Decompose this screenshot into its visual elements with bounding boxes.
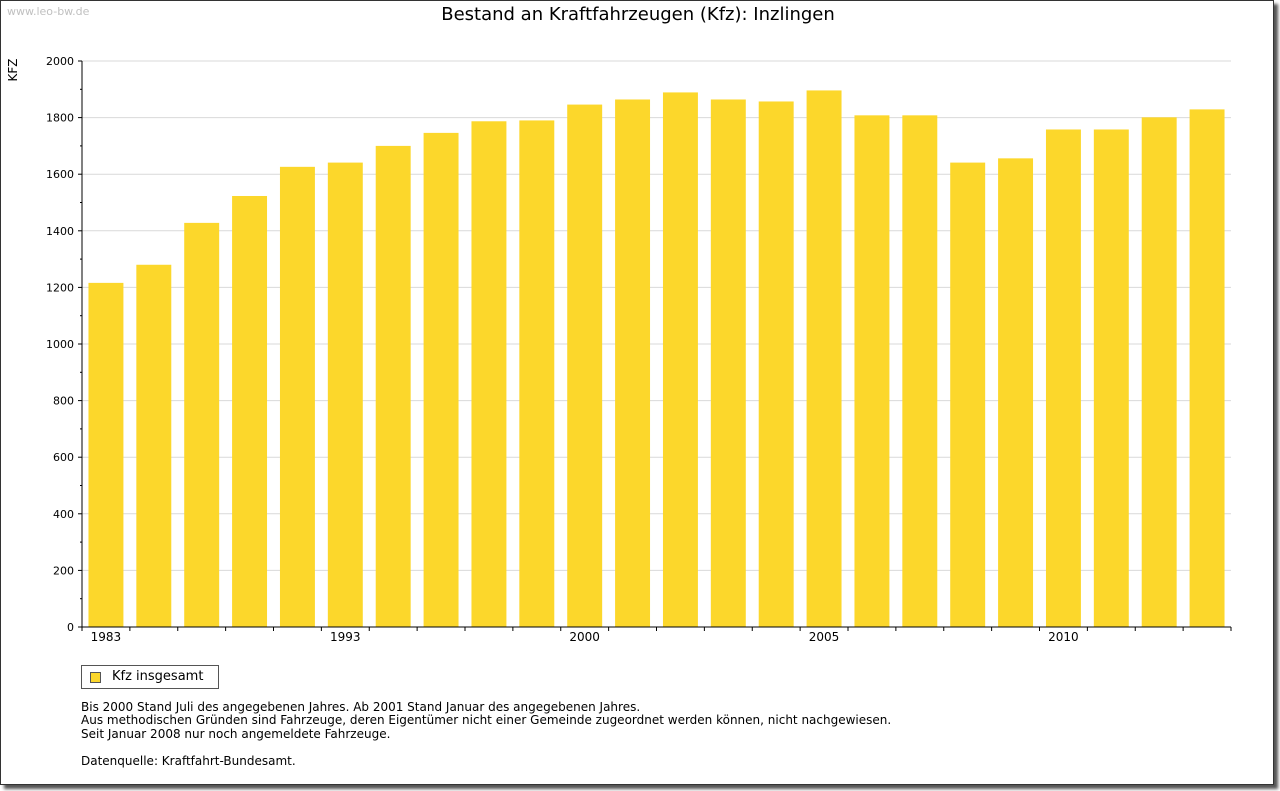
bar	[710, 99, 746, 628]
bar	[471, 121, 507, 628]
x-tick-label: 1993	[330, 630, 361, 644]
y-tick-label: 1400	[46, 225, 74, 238]
y-tick-label: 1200	[46, 281, 74, 294]
x-tick-label: 2005	[809, 630, 840, 644]
bar	[806, 90, 842, 627]
bar-chart: 0 200 400 600 800 1000 1200 1400 1600 1800 2000 198…	[46, 55, 1232, 644]
bar	[902, 115, 938, 627]
legend: Kfz insgesamt	[81, 665, 219, 689]
y-tick-label: 1000	[46, 338, 74, 351]
bar	[423, 132, 459, 627]
watermark: www.leo-bw.de	[7, 5, 90, 18]
note-line: Aus methodischen Gründen sind Fahrzeuge,…	[81, 713, 892, 728]
bar	[88, 282, 124, 627]
bar	[375, 145, 411, 627]
data-source: Datenquelle: Kraftfahrt-Bundesamt.	[81, 754, 296, 768]
bar	[327, 162, 363, 628]
note-line: Seit Januar 2008 nur noch angemeldete Fa…	[81, 726, 391, 741]
chart-title: Bestand an Kraftfahrzeugen (Kfz): Inzlin…	[441, 4, 835, 25]
y-tick-label: 1800	[46, 112, 74, 125]
bar	[998, 158, 1034, 628]
bar	[662, 92, 698, 627]
chart-notes: Bis 2000 Stand Juli des angegebenen Jahr…	[81, 700, 892, 741]
bar	[615, 99, 651, 628]
bar	[136, 264, 172, 627]
y-tick-label: 1600	[46, 168, 74, 181]
y-tick-label: 400	[53, 508, 74, 521]
bar	[184, 222, 220, 627]
bar	[1189, 109, 1225, 627]
y-tick-label: 600	[53, 451, 74, 464]
x-tick-label: 1983	[91, 630, 122, 644]
y-tick-label: 200	[53, 564, 74, 577]
bar	[519, 120, 555, 628]
bar	[1093, 129, 1129, 627]
legend-swatch	[90, 672, 101, 683]
y-tick-label: 0	[67, 621, 74, 634]
bar	[854, 115, 890, 627]
bar	[950, 162, 986, 628]
y-tick-label: 800	[53, 395, 74, 408]
bar	[232, 195, 268, 627]
legend-label: Kfz insgesamt	[112, 669, 204, 684]
bar	[1045, 129, 1081, 627]
x-tick-label: 2010	[1048, 630, 1079, 644]
bar	[1141, 117, 1177, 627]
y-tick-label: 2000	[46, 55, 74, 68]
bar	[758, 101, 794, 628]
x-tick-label: 2000	[569, 630, 600, 644]
bar	[279, 166, 315, 628]
bar	[567, 104, 603, 627]
note-line: Bis 2000 Stand Juli des angegebenen Jahr…	[81, 700, 641, 714]
